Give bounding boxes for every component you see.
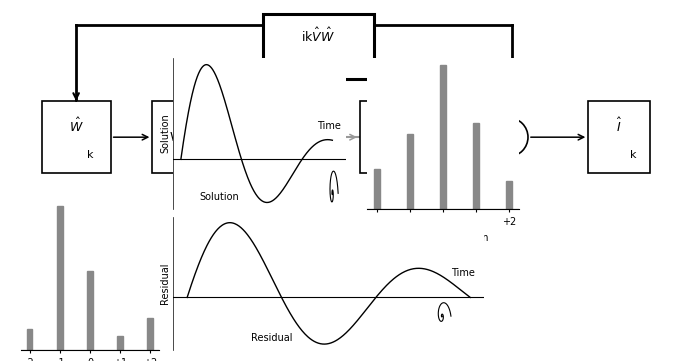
Text: k: k [336,60,343,70]
Bar [57,206,62,350]
X-axis label: Frequency Domain: Frequency Domain [397,232,489,243]
Bar [118,336,122,350]
Text: ik$\hat{V}$$\hat{W}$: ik$\hat{V}$$\hat{W}$ [301,27,336,45]
Bar [42,101,111,173]
Text: $\hat{W}$: $\hat{W}$ [69,117,84,135]
Bar [87,271,93,350]
Bar [263,14,374,79]
Bar [473,123,479,209]
Bar [440,65,446,209]
Text: $\hat{R}$: $\hat{R}$ [386,117,396,135]
Text: Solution: Solution [199,192,239,202]
Text: W(t): W(t) [170,131,197,144]
Bar [360,101,422,173]
Bar [147,318,153,350]
Bar [506,180,512,209]
Bar [588,101,650,173]
Bar [249,101,311,173]
Text: R(t): R(t) [268,131,292,144]
Text: $\hat{I}$: $\hat{I}$ [617,117,622,135]
Text: Time: Time [317,121,340,131]
Bar [374,169,380,209]
Bar [152,101,215,173]
Y-axis label: Residual: Residual [161,263,170,304]
Y-axis label: Solution: Solution [161,114,170,153]
Text: k: k [86,150,93,160]
Text: Residual: Residual [251,334,292,344]
Text: k: k [630,150,637,160]
Text: k: k [401,150,408,160]
Bar [27,329,33,350]
Bar [407,134,412,209]
Ellipse shape [489,118,528,157]
Text: +: + [503,130,514,144]
Text: Time: Time [451,268,475,278]
